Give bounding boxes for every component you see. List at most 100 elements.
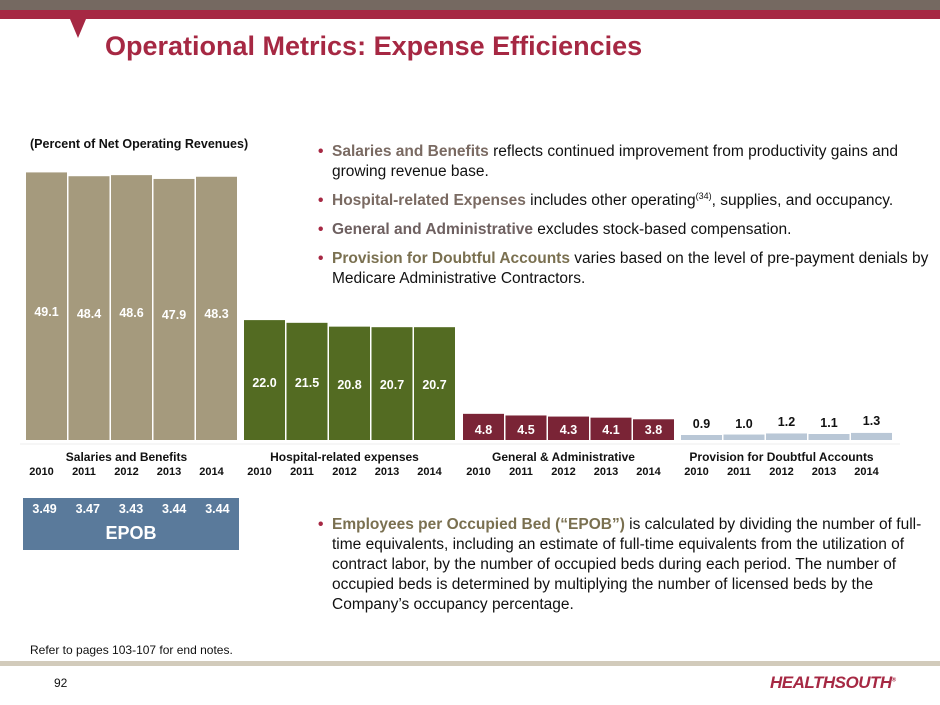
note-text: varies based on the level of pre-payment…: [332, 250, 929, 287]
epob-note: • Employees per Occupied Bed (“EPOB”) is…: [318, 515, 938, 624]
epob-label: EPOB: [105, 523, 157, 543]
bar-3-2011: [723, 434, 765, 440]
bar-1-2010: [244, 320, 285, 440]
note-lead: Salaries and Benefits: [332, 143, 489, 160]
bullet-icon: •: [318, 250, 324, 267]
value-label: 48.6: [119, 306, 143, 320]
bar-0-2013: [153, 178, 195, 440]
year-tick-label: 2014: [199, 466, 224, 478]
value-label: 1.2: [778, 415, 795, 429]
value-label: 47.9: [162, 308, 186, 322]
value-label: 4.8: [475, 423, 492, 437]
value-label: 1.0: [735, 417, 752, 431]
value-label: 4.3: [560, 423, 577, 437]
value-label: 3.8: [645, 423, 662, 437]
bullet-icon: •: [318, 221, 324, 238]
year-tick-label: 2013: [157, 466, 181, 478]
epob-values: 3.49 3.47 3.43 3.44 3.44: [23, 502, 239, 516]
bar-2-2011: [505, 415, 547, 440]
bullet-icon: •: [318, 192, 324, 209]
epob-value: 3.47: [75, 502, 100, 516]
bar-3-2013: [808, 434, 850, 440]
bar-2-2010: [463, 413, 504, 440]
note-text: is calculated by dividing the number of …: [332, 516, 922, 613]
category-label: Provision for Doubtful Accounts: [689, 450, 874, 464]
year-tick-label: 2013: [812, 466, 836, 478]
epob-value: 3.44: [205, 502, 230, 516]
healthsouth-logo: HEALTHSOUTH®: [770, 673, 896, 693]
year-tick-label: 2011: [290, 466, 314, 478]
year-tick-label: 2014: [854, 466, 879, 478]
value-label: 48.4: [77, 307, 101, 321]
bar-1-2014: [414, 327, 455, 440]
note-lead: General and Administrative: [332, 221, 533, 238]
value-label: 22.0: [252, 376, 276, 390]
year-tick-label: 2010: [684, 466, 708, 478]
epob-value: 3.43: [118, 502, 144, 516]
note-lead: Provision for Doubtful Accounts: [332, 250, 570, 267]
value-label: 20.7: [422, 378, 446, 392]
category-label: Salaries and Benefits: [66, 450, 188, 464]
value-label: 1.3: [863, 414, 880, 428]
header-notch-marker: [70, 19, 86, 38]
value-label: 20.7: [380, 378, 404, 392]
bar-2-2014: [633, 419, 674, 440]
category-label: Hospital-related expenses: [270, 450, 419, 464]
note-salaries: • Salaries and Benefits reflects continu…: [318, 142, 938, 182]
note-provision: • Provision for Doubtful Accounts varies…: [318, 249, 938, 289]
year-tick-label: 2012: [114, 466, 138, 478]
expense-bar-chart: 49.1 2010 48.4 2011 48.6 2012 47.9 2013 48.3 2014…: [20, 172, 900, 478]
bar-0-2011: [68, 176, 110, 440]
value-label: 20.8: [337, 378, 361, 392]
year-tick-label: 2010: [29, 466, 53, 478]
bullet-icon: •: [318, 516, 324, 533]
page-number: 92: [54, 676, 68, 690]
note-lead: Employees per Occupied Bed (“EPOB”): [332, 516, 625, 533]
value-label: 4.1: [602, 423, 619, 437]
year-tick-label: 2014: [417, 466, 442, 478]
bar-0-2010: [26, 172, 67, 440]
bar-1-2011: [286, 322, 328, 440]
year-tick-label: 2014: [636, 466, 661, 478]
year-tick-label: 2010: [247, 466, 271, 478]
year-tick-label: 2011: [727, 466, 751, 478]
bar-1-2013: [371, 327, 413, 440]
epob-value: 3.49: [32, 502, 57, 516]
year-tick-label: 2013: [594, 466, 618, 478]
year-tick-label: 2013: [375, 466, 399, 478]
bar-2-2012: [548, 416, 589, 440]
logo-text: HEALTHSOUTH: [770, 673, 892, 692]
year-tick-label: 2011: [509, 466, 533, 478]
note-lead: Hospital-related Expenses: [332, 192, 526, 209]
bullet-icon: •: [318, 143, 324, 160]
year-tick-label: 2012: [551, 466, 575, 478]
bar-3-2010: [681, 435, 722, 440]
bar-3-2012: [766, 433, 807, 440]
year-tick-label: 2012: [769, 466, 793, 478]
year-tick-label: 2010: [466, 466, 490, 478]
bar-3-2014: [851, 432, 892, 440]
value-label: 4.5: [517, 423, 534, 437]
year-tick-label: 2011: [72, 466, 96, 478]
footer-rule: [0, 661, 940, 666]
epob-value: 3.44: [162, 502, 187, 516]
value-label: 0.9: [693, 417, 710, 431]
value-label: 48.3: [204, 307, 228, 321]
endnote-ref: (34): [695, 190, 712, 201]
note-hospital: • Hospital-related Expenses includes oth…: [318, 191, 938, 211]
note-epob: • Employees per Occupied Bed (“EPOB”) is…: [318, 515, 938, 615]
bar-0-2012: [111, 175, 152, 440]
header-accent-band: [0, 10, 940, 19]
note-text: excludes stock-based compensation.: [533, 221, 792, 238]
note-ga: • General and Administrative excludes st…: [318, 220, 938, 240]
note-text: includes other operating: [525, 192, 696, 209]
category-label: General & Administrative: [492, 450, 635, 464]
epob-panel: 3.49 3.47 3.43 3.44 3.44 EPOB: [23, 498, 239, 550]
bar-1-2012: [329, 326, 370, 440]
page-title: Operational Metrics: Expense Efficiencie…: [105, 31, 643, 61]
value-label: 21.5: [295, 376, 319, 390]
value-label: 49.1: [34, 305, 58, 319]
bar-0-2014: [196, 176, 237, 440]
expense-notes: • Salaries and Benefits reflects continu…: [318, 142, 938, 298]
chart-subtitle: (Percent of Net Operating Revenues): [30, 137, 249, 151]
